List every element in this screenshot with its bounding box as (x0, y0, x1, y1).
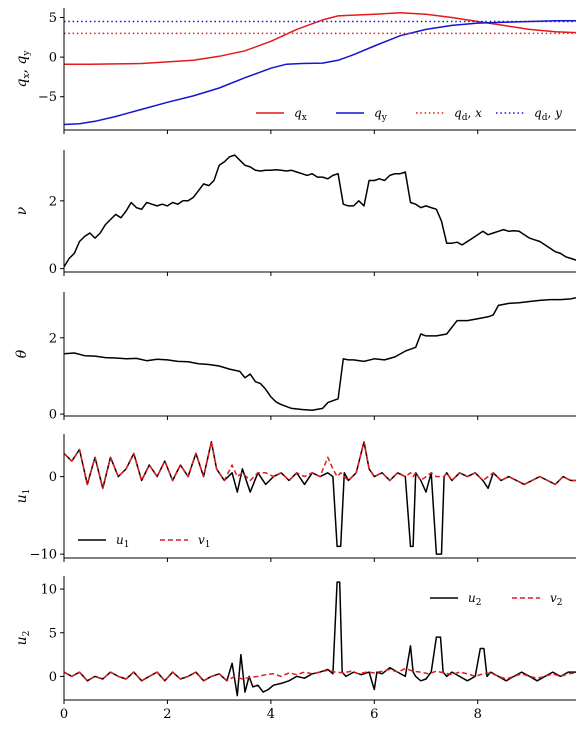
series-line-v_2 (63, 667, 577, 682)
y-tick-label: 2 (49, 194, 57, 209)
series-line-p3 (63, 296, 577, 412)
x-tick-label: 8 (474, 707, 482, 722)
series-line-v_1 (63, 441, 576, 490)
y-tick-label: 0 (49, 408, 57, 423)
legend-label: qd​, y (534, 106, 562, 123)
y-tick-label: −5 (38, 90, 57, 105)
y-tick-label: 0 (49, 51, 57, 66)
series-line-u_1 (63, 441, 576, 555)
panel-4: −10 0 u1​ u1​ v1​ (14, 434, 576, 563)
legend: u1​ v1​ (78, 533, 211, 550)
legend-label: v1​ (198, 533, 211, 550)
y-tick-label: 5 (49, 11, 57, 26)
panel-2: 0 2 ν (14, 150, 577, 277)
x-tick-label: 0 (60, 707, 68, 722)
x-tick-label: 6 (370, 707, 378, 722)
panel-5: 0 5 10 0 2 4 6 8 u2​ u2​ v2​ (14, 576, 577, 722)
y-tick-label: 5 (49, 626, 57, 641)
y-axis-label: u1​ (14, 489, 32, 504)
x-tick-label: 4 (267, 707, 275, 722)
legend-label: qd​, x (454, 106, 482, 123)
y-tick-label: −10 (30, 548, 57, 563)
y-tick-label: 2 (49, 331, 57, 346)
legend-label: u1​ (116, 533, 129, 550)
series-line-u_2 (63, 581, 576, 697)
legend-label: v2​ (550, 591, 563, 608)
y-axis-label: θ (14, 349, 30, 358)
y-axis-label: u2​ (14, 631, 32, 646)
panel-1: −5 0 5 qx​, qy​ qx​ qy​ qd​, x qd​, y (14, 8, 577, 134)
y-tick-label: 0 (49, 470, 57, 485)
y-tick-label: 10 (40, 583, 57, 598)
legend: u2​ v2​ (430, 591, 563, 608)
panel-3: 0 2 θ (14, 292, 577, 423)
legend-label: u2​ (468, 591, 481, 608)
legend-label: qy​ (374, 106, 388, 123)
legend: qx​ qy​ qd​, x qd​, y (256, 106, 562, 123)
series-line-q_y (63, 19, 576, 126)
series-line-q_x (64, 12, 577, 65)
y-tick-label: 0 (49, 262, 57, 277)
x-tick-label: 2 (163, 707, 171, 722)
series-line-p2 (63, 154, 577, 268)
legend-label: qx​ (294, 106, 307, 123)
y-axis-label: qx​, qy​ (14, 50, 32, 88)
y-tick-label: 0 (49, 670, 57, 685)
y-axis-label: ν (14, 206, 30, 215)
